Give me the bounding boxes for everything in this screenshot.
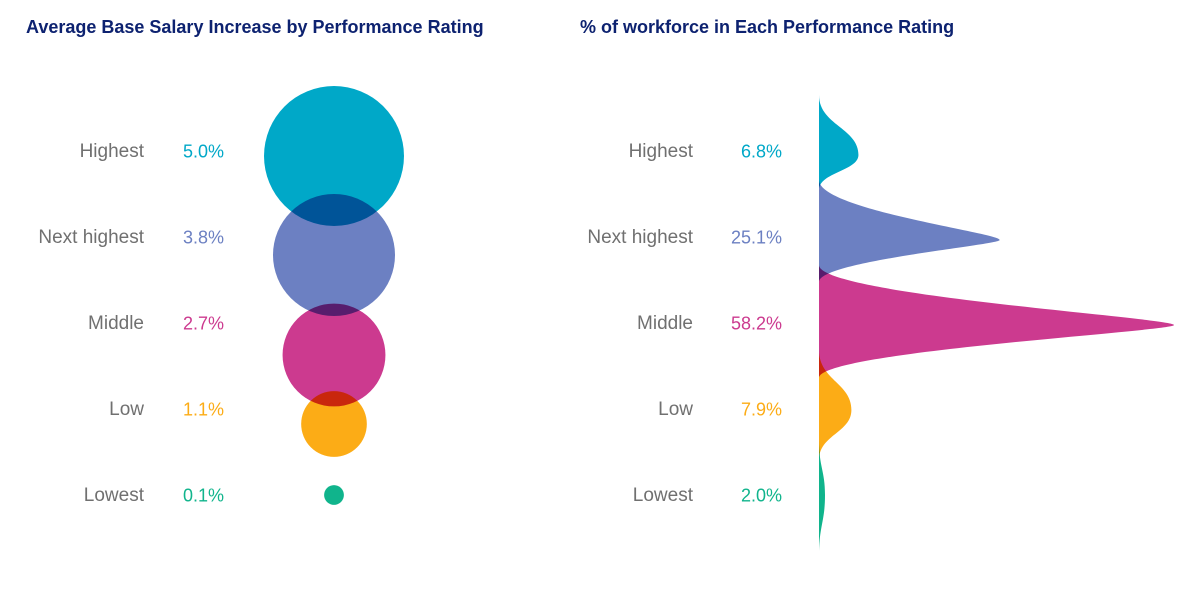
left-value-label: 0.1% [182,485,224,506]
bubble-lowest [324,485,344,505]
left-value-label: 2.7% [182,313,224,334]
right-category-label: Highest [628,141,693,162]
left-category-label: Middle [88,313,144,334]
left-value-label: 1.1% [182,399,224,420]
bubble-middle [282,303,386,407]
left-category-label: Next highest [38,227,144,248]
left-value-label: 5.0% [182,141,224,162]
distribution-lowest [819,440,825,556]
right-category-label: Next highest [587,227,693,248]
distribution-highest [819,95,859,190]
right-value-label: 58.2% [730,313,782,334]
left-chart-title: Average Base Salary Increase by Performa… [26,17,484,37]
left-category-label: Highest [79,141,144,162]
bubble-next-highest [272,193,396,317]
left-category-label: Lowest [83,485,144,506]
right-category-label: Low [658,399,693,420]
distribution-middle [819,265,1175,378]
right-chart-title: % of workforce in Each Performance Ratin… [580,17,955,37]
right-value-label: 7.9% [740,399,782,420]
right-value-label: 6.8% [740,141,782,162]
bubble-highest [264,86,404,226]
right-value-label: 25.1% [730,227,782,248]
bubble-low [301,391,367,457]
distribution-next-highest [819,180,1000,282]
right-category-label: Middle [637,313,693,334]
right-value-label: 2.0% [740,485,782,506]
right-category-label: Lowest [632,485,693,506]
left-value-label: 3.8% [182,227,224,248]
left-category-label: Low [109,399,144,420]
distribution-low [819,350,852,460]
